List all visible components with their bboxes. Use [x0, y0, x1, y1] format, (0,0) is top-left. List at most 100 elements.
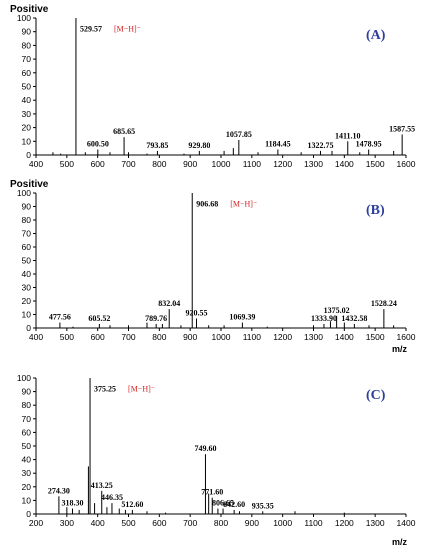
x-tick-label: 1300: [304, 332, 323, 342]
peak-label: 929.80: [188, 141, 210, 150]
panel-label: (A): [366, 28, 386, 43]
peak-label: 935.35: [252, 501, 274, 510]
adduct-label: [M−H]⁻: [128, 385, 155, 394]
spectrum-panel-b: 0 10 20 30 40 50 60 70 80 90 100 400 500 600 700 800 900…: [10, 179, 416, 354]
peak-label: 1069.39: [229, 313, 255, 322]
peak-label: 318.30: [61, 499, 83, 508]
y-tick-label: 90: [22, 387, 32, 397]
y-tick-label: 10: [22, 495, 32, 505]
x-tick-label: 900: [245, 518, 259, 528]
y-tick-label: 80: [22, 215, 32, 225]
x-tick-label: 500: [121, 518, 135, 528]
x-tick-label: 1300: [304, 159, 323, 169]
x-tick-label: 600: [152, 518, 166, 528]
x-tick-label: 300: [60, 518, 74, 528]
x-tick-label: 1000: [212, 332, 231, 342]
peak-label: 477.56: [49, 313, 71, 322]
peak-label: 749.60: [194, 444, 216, 453]
y-tick-label: 90: [22, 27, 32, 37]
peak-label: 1184.45: [265, 140, 291, 149]
y-tick-label: 70: [22, 414, 32, 424]
x-tick-label: 1500: [366, 332, 385, 342]
y-tick-label: 0: [26, 150, 31, 160]
y-tick-label: 40: [22, 269, 32, 279]
peak-label: 1478.95: [356, 140, 382, 149]
y-tick-label: 30: [22, 109, 32, 119]
peak-label: 906.68: [196, 200, 218, 209]
y-tick-label: 50: [22, 82, 32, 92]
peak-label: 1322.75: [308, 141, 334, 150]
peak-label: 274.30: [48, 486, 70, 495]
peak-label: 832.04: [158, 299, 180, 308]
peak-label: 1432.58: [341, 314, 367, 323]
y-tick-label: 0: [26, 323, 31, 333]
x-axis-unit-label: m/z: [392, 537, 408, 547]
x-tick-label: 600: [91, 159, 105, 169]
peak-label: 1587.55: [389, 124, 415, 133]
peak-label: 1411.10: [335, 131, 361, 140]
y-tick-label: 60: [22, 427, 32, 437]
x-tick-label: 1100: [243, 159, 262, 169]
x-tick-label: 600: [91, 332, 105, 342]
peak-label: 806.65: [212, 499, 234, 508]
peak-label: 1057.85: [226, 130, 252, 139]
peak-label: 789.76: [145, 314, 167, 323]
y-tick-label: 10: [22, 136, 32, 146]
y-tick-label: 100: [17, 188, 31, 198]
x-tick-label: 400: [29, 332, 43, 342]
x-tick-label: 500: [60, 332, 74, 342]
y-tick-label: 90: [22, 202, 32, 212]
peak-label: 1333.90: [311, 314, 337, 323]
y-tick-label: 50: [22, 256, 32, 266]
y-tick-label: 20: [22, 482, 32, 492]
x-tick-label: 900: [183, 332, 197, 342]
polarity-label: Positive: [10, 4, 49, 15]
x-tick-label: 1000: [212, 159, 231, 169]
y-tick-label: 0: [26, 509, 31, 519]
x-tick-label: 1500: [366, 159, 385, 169]
x-tick-label: 400: [29, 159, 43, 169]
peak-label: 685.65: [113, 127, 135, 136]
y-tick-label: 70: [22, 229, 32, 239]
panel-label: (C): [366, 388, 386, 403]
x-tick-label: 800: [152, 332, 166, 342]
x-tick-label: 900: [183, 159, 197, 169]
panel-label: (B): [366, 203, 385, 218]
peak-label: 413.25: [91, 481, 113, 490]
x-tick-label: 800: [214, 518, 228, 528]
x-tick-label: 1200: [335, 518, 354, 528]
x-tick-label: 1400: [335, 159, 354, 169]
peak-label: 842.60: [223, 500, 245, 509]
x-tick-label: 200: [29, 518, 43, 528]
peak-label: 920.55: [186, 309, 208, 318]
x-tick-label: 1300: [366, 518, 385, 528]
x-tick-label: 1400: [397, 518, 416, 528]
x-tick-label: 800: [152, 159, 166, 169]
adduct-label: [M−H]⁻: [230, 200, 257, 209]
x-axis-unit-label: m/z: [392, 344, 408, 354]
y-tick-label: 40: [22, 455, 32, 465]
peak-label: 771.60: [201, 488, 223, 497]
y-tick-label: 60: [22, 242, 32, 252]
peak-label: 529.57: [80, 25, 102, 34]
peak-label: 1375.02: [324, 306, 350, 315]
adduct-label: [M−H]⁻: [114, 25, 141, 34]
y-tick-label: 100: [17, 373, 31, 383]
x-tick-label: 700: [183, 518, 197, 528]
x-tick-label: 400: [91, 518, 105, 528]
y-tick-label: 30: [22, 468, 32, 478]
y-tick-label: 10: [22, 310, 32, 320]
peak-label: 605.52: [88, 314, 110, 323]
y-tick-label: 80: [22, 400, 32, 410]
y-tick-label: 60: [22, 68, 32, 78]
y-tick-label: 70: [22, 54, 32, 64]
peak-label: 375.25: [94, 385, 116, 394]
x-tick-label: 700: [121, 332, 135, 342]
peak-label: 600.50: [87, 140, 109, 149]
y-tick-label: 20: [22, 296, 32, 306]
x-tick-label: 1100: [304, 518, 323, 528]
y-tick-label: 100: [17, 13, 31, 23]
peak-label: 512.60: [121, 500, 143, 509]
x-tick-label: 500: [60, 159, 74, 169]
